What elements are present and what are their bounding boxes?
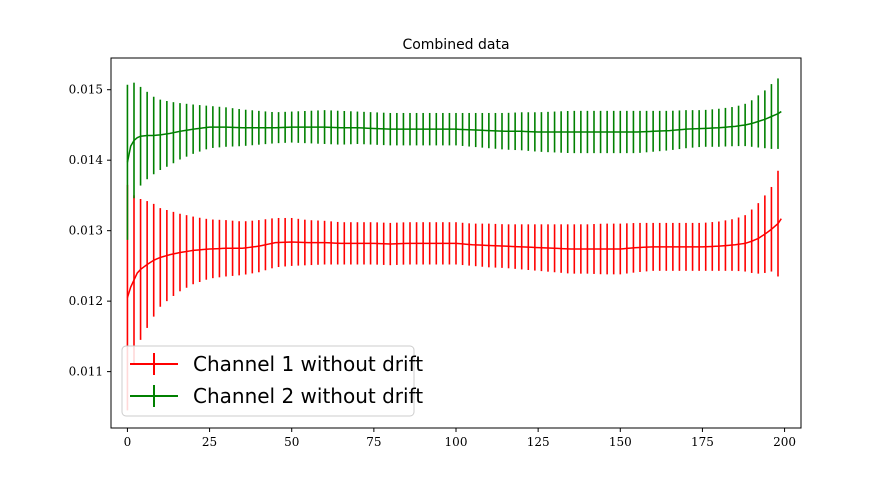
y-tick-label: 0.013	[69, 224, 103, 238]
legend-box	[121, 345, 415, 417]
y-tick-label: 0.012	[69, 294, 103, 308]
legend: Channel 1 without drift Channel 2 withou…	[121, 345, 423, 417]
x-tick-label: 100	[445, 435, 468, 449]
x-tick-label: 150	[609, 435, 632, 449]
legend-label-2: Channel 2 without drift	[193, 384, 423, 408]
x-tick-label: 125	[527, 435, 550, 449]
series-line	[126, 218, 782, 298]
plot-area	[126, 78, 782, 411]
y-tick-label: 0.014	[69, 153, 104, 167]
x-axis: 0 25 50 75 100 125 150 175 200	[124, 428, 796, 449]
series-2	[126, 78, 782, 240]
x-tick-label: 200	[773, 435, 796, 449]
series-1	[126, 170, 782, 411]
legend-label-1: Channel 1 without drift	[193, 352, 423, 376]
chart-title: Combined data	[402, 37, 509, 53]
x-tick-label: 50	[284, 435, 299, 449]
y-axis: 0.011 0.012 0.013 0.014 0.015	[69, 83, 111, 379]
y-tick-label: 0.015	[69, 83, 103, 97]
legend-entry-2: Channel 2 without drift	[130, 384, 423, 408]
y-tick-label: 0.011	[69, 365, 103, 379]
series-line	[126, 110, 782, 163]
x-tick-label: 175	[691, 435, 714, 449]
x-tick-label: 25	[202, 435, 217, 449]
legend-entry-1: Channel 1 without drift	[130, 352, 423, 376]
x-tick-label: 0	[124, 435, 132, 449]
x-tick-label: 75	[366, 435, 381, 449]
